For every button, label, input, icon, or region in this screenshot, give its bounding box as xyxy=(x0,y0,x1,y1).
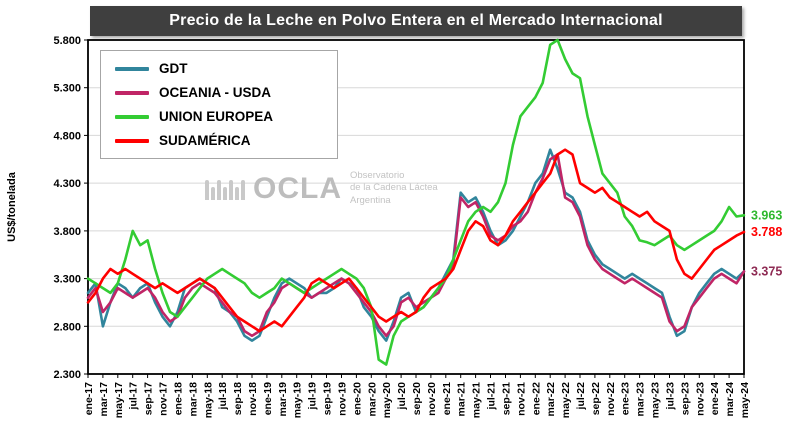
x-tick-label: may-20 xyxy=(381,382,393,418)
x-tick-label: jul-17 xyxy=(128,382,140,411)
x-tick-label: may-19 xyxy=(292,382,304,418)
legend-label-sudamerica: SUDAMÉRICA xyxy=(159,133,251,148)
legend-label-oceania-usda: OCEANIA - USDA xyxy=(159,85,272,100)
legend-item-union-europea: UNION EUROPEA xyxy=(115,109,323,124)
y-axis-title: US$/tonelada xyxy=(6,171,18,242)
x-tick-label: may-22 xyxy=(560,382,572,418)
x-tick-label: mar-23 xyxy=(635,382,647,417)
y-tick-label: 5.300 xyxy=(53,83,81,95)
x-tick-label: mar-17 xyxy=(98,382,110,417)
plot-border xyxy=(87,39,745,375)
end-value-label: 3.788 xyxy=(751,225,782,239)
x-tick-label: ene-20 xyxy=(351,382,363,415)
y-tick-label: 3.800 xyxy=(53,226,81,238)
x-tick-label: sep-18 xyxy=(232,382,244,415)
x-tick-label: sep-21 xyxy=(501,382,513,415)
x-tick-label: nov-19 xyxy=(337,382,349,416)
x-tick-label: ene-24 xyxy=(709,382,721,415)
legend-item-gdt: GDT xyxy=(115,61,323,76)
y-tick-label: 3.300 xyxy=(53,274,81,286)
x-tick-label: jul-21 xyxy=(486,382,498,411)
x-tick-label: ene-17 xyxy=(83,382,95,415)
x-tick-label: mar-22 xyxy=(545,382,557,417)
x-tick-label: jul-18 xyxy=(217,382,229,411)
x-tick-label: nov-18 xyxy=(247,382,259,416)
legend-item-sudamerica: SUDAMÉRICA xyxy=(115,133,323,148)
x-tick-label: sep-22 xyxy=(590,382,602,415)
x-tick-label: jul-19 xyxy=(307,382,319,411)
series-line-sudamerica xyxy=(86,148,746,333)
x-tick-label: mar-24 xyxy=(724,382,736,417)
x-tick-label: may-23 xyxy=(650,382,662,418)
chart-title: Precio de la Leche en Polvo Entera en el… xyxy=(90,6,742,36)
x-tick-label: nov-23 xyxy=(694,382,706,416)
x-tick-label: jul-22 xyxy=(575,382,587,411)
x-tick-label: ene-21 xyxy=(441,382,453,415)
x-tick-label: sep-19 xyxy=(322,382,334,415)
legend: GDT OCEANIA - USDA UNION EUROPEA SUDAMÉR… xyxy=(100,50,338,159)
x-tick-label: nov-20 xyxy=(426,382,438,416)
legend-line-swatch-gdt xyxy=(115,66,149,71)
y-tick-label: 4.800 xyxy=(53,130,81,142)
end-value-label: 3.375 xyxy=(751,264,782,278)
x-tick-label: ene-22 xyxy=(530,382,542,415)
legend-label-union-europea: UNION EUROPEA xyxy=(159,109,274,124)
series-line-oceania-usda xyxy=(86,153,746,338)
x-tick-label: nov-22 xyxy=(605,382,617,416)
x-tick-label: may-18 xyxy=(202,382,214,418)
x-tick-label: nov-17 xyxy=(158,382,170,416)
x-tick-label: nov-21 xyxy=(515,382,527,416)
x-tick-label: ene-23 xyxy=(620,382,632,415)
legend-line-swatch-oceania-usda xyxy=(115,90,149,95)
x-tick-label: ene-18 xyxy=(173,382,185,415)
x-tick-label: may-24 xyxy=(739,382,751,418)
x-tick-label: jul-20 xyxy=(396,382,408,411)
x-tick-label: may-17 xyxy=(113,382,125,418)
legend-line-swatch-sudamerica xyxy=(115,138,149,143)
x-tick-label: sep-23 xyxy=(679,382,691,415)
x-tick-label: ene-19 xyxy=(262,382,274,415)
end-value-label: 3.963 xyxy=(751,208,782,222)
x-tick-label: mar-18 xyxy=(187,382,199,417)
legend-item-oceania-usda: OCEANIA - USDA xyxy=(115,85,323,100)
x-tick-label: mar-19 xyxy=(277,382,289,417)
legend-line-swatch-union-europea xyxy=(115,114,149,119)
x-tick-label: sep-20 xyxy=(411,382,423,415)
legend-label-gdt: GDT xyxy=(159,61,188,76)
x-tick-label: mar-20 xyxy=(366,382,378,417)
x-tick-label: may-21 xyxy=(471,382,483,418)
x-tick-label: mar-21 xyxy=(456,382,468,417)
y-tick-label: 2.800 xyxy=(53,321,81,333)
y-tick-label: 2.300 xyxy=(53,369,81,381)
x-tick-label: jul-23 xyxy=(665,382,677,411)
x-tick-label: sep-17 xyxy=(143,382,155,415)
y-tick-label: 5.800 xyxy=(53,35,81,47)
y-tick-label: 4.300 xyxy=(53,178,81,190)
